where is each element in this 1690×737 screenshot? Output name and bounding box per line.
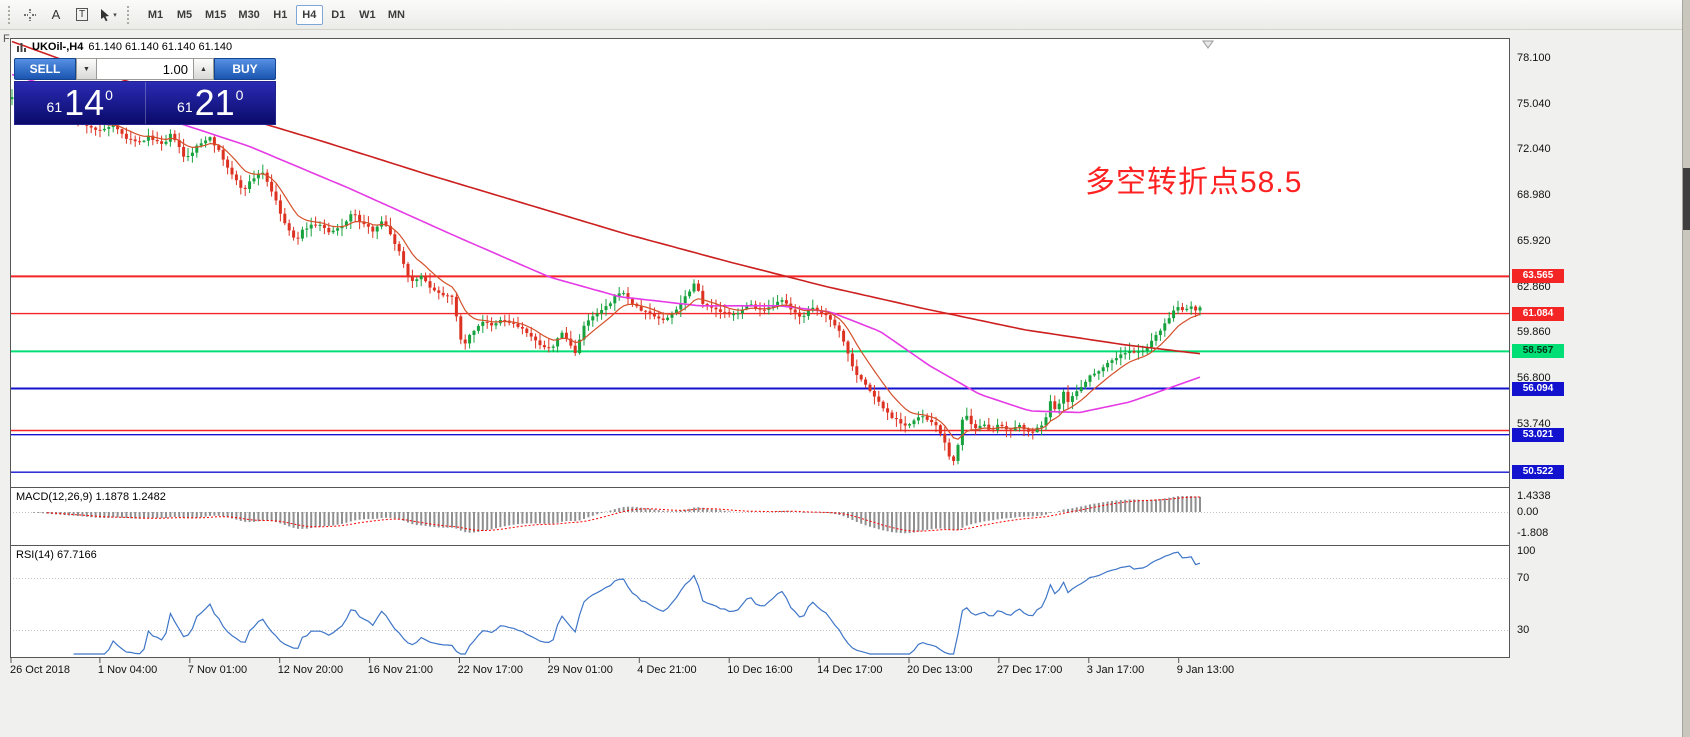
time-axis-label: 29 Nov 01:00: [547, 664, 613, 676]
time-axis-label: 22 Nov 17:00: [457, 664, 523, 676]
arrow-tool-button[interactable]: ▾: [96, 4, 120, 26]
price-axis-label: 78.100: [1517, 52, 1551, 64]
rsi-axis-label: 30: [1517, 624, 1530, 636]
toolbar-grip[interactable]: [126, 4, 131, 25]
chart-symbol-period: UKOil-,H4: [32, 41, 84, 53]
price-level-tag: 58.567: [1512, 344, 1564, 359]
price-axis-label: 56.800: [1517, 371, 1551, 384]
price-level-tag: 56.094: [1512, 381, 1564, 396]
time-axis-label: 9 Jan 13:00: [1176, 664, 1235, 676]
time-axis-label: 20 Dec 13:00: [907, 664, 973, 676]
chevron-down-icon: ▾: [113, 11, 117, 19]
timeframe-button-m15[interactable]: M15: [205, 8, 227, 21]
crosshair-icon: [24, 8, 36, 21]
time-axis-label: 7 Nov 01:00: [187, 664, 248, 676]
panel-frame: [10, 38, 1510, 658]
ma-mid-line: [11, 73, 1201, 414]
timeframe-button-m30[interactable]: M30: [238, 8, 260, 21]
ask-big-digits: 21: [194, 82, 235, 123]
timeframe-button-w1[interactable]: W1: [359, 8, 376, 21]
text-label-icon: T: [75, 8, 89, 21]
chart-area: [10, 38, 1510, 663]
ask-prefix: 61: [177, 99, 193, 115]
ask-price: 61 21 0: [146, 82, 276, 124]
macd-axis-label: 0.00: [1517, 506, 1539, 518]
time-axis: 26 Oct 2018 1 Nov 04:00 7 Nov 01:00 12 Nov …: [10, 664, 1530, 680]
price-level-tag: 53.021: [1512, 427, 1564, 442]
chart-canvas[interactable]: [10, 38, 1510, 664]
time-axis-label: 3 Jan 17:00: [1086, 664, 1145, 676]
macd-histogram: [33, 496, 1201, 534]
time-axis-label: 16 Nov 21:00: [367, 664, 434, 676]
timeframe-button-mn[interactable]: MN: [387, 8, 405, 21]
price-level-tag: 63.565: [1512, 269, 1564, 284]
bid-big-digits: 14: [64, 82, 105, 123]
timeframe-button-d1[interactable]: D1: [331, 8, 346, 21]
chart-shift-marker: [1202, 40, 1214, 49]
macd-axis-label: 1.4338: [1517, 489, 1551, 502]
price-level-tag: 50.522: [1512, 465, 1564, 480]
chevron-down-icon: ▼: [83, 65, 90, 73]
price-axis: 78.100 75.040 72.040 68.980 65.920 62.860 59.8…: [1511, 38, 1591, 678]
time-axis-ticks: [10, 658, 1180, 663]
price-axis-label: 65.920: [1517, 234, 1551, 247]
timeframe-toolbar: M1 M5 M15 M30 H1 H4 D1 W1 MN: [141, 4, 411, 25]
time-axis-label: 12 Nov 20:00: [277, 664, 344, 676]
chart-ohlc: 61.140 61.140 61.140 61.140: [88, 41, 233, 53]
quote-panel: 61 14 0 61 21 0: [14, 81, 276, 125]
price-axis-label: 72.040: [1517, 143, 1551, 156]
timeframe-button-m5[interactable]: M5: [176, 8, 193, 21]
ma-fast-line: [33, 99, 1201, 440]
timeframe-button-h1[interactable]: H1: [273, 8, 288, 21]
rsi-axis-label: 100: [1517, 545, 1536, 557]
macd-label: MACD(12,26,9) 1.1878 1.2482: [16, 491, 166, 503]
dock-label: F: [3, 33, 10, 45]
rsi-line: [73, 551, 1201, 655]
chart-title: UKOil-,H4 61.140 61.140 61.140 61.140: [16, 41, 232, 53]
time-axis-label: 10 Dec 16:00: [727, 664, 793, 676]
macd-signal-line: [47, 496, 1200, 532]
scrollbar-thumb[interactable]: [1683, 168, 1690, 230]
time-axis-label: 27 Dec 17:00: [996, 664, 1063, 676]
toolbar-grip[interactable]: [7, 4, 12, 25]
volume-input[interactable]: [97, 58, 193, 80]
crosshair-tool-button[interactable]: [18, 4, 42, 26]
one-click-trading-panel: SELL ▼ ▲ BUY 61 14 0 61 21 0: [14, 58, 276, 125]
sell-button[interactable]: SELL: [14, 58, 76, 80]
chevron-up-icon: ▲: [200, 65, 207, 73]
price-axis-label: 68.980: [1517, 188, 1551, 201]
bid-prefix: 61: [46, 99, 63, 115]
level-lines: [10, 275, 1510, 473]
time-axis-label: 14 Dec 17:00: [817, 664, 883, 676]
timeframe-button-m1[interactable]: M1: [147, 8, 164, 21]
timeframe-button-h4[interactable]: H4: [295, 4, 323, 25]
price-axis-label: 62.860: [1517, 280, 1551, 293]
chart-icon: [17, 42, 26, 52]
bid-pipette: 0: [105, 87, 113, 103]
chart-annotation: 多空转折点58.5: [1085, 166, 1303, 199]
time-axis-label: 26 Oct 2018: [10, 664, 70, 676]
price-axis-label: 59.860: [1517, 325, 1551, 338]
top-toolbar: A T ▾ M1 M5 M15 M30 H1 H4 D1 W1 MN: [0, 0, 1690, 30]
cursor-icon: [101, 8, 110, 21]
vertical-scrollbar[interactable]: [1682, 0, 1690, 737]
volume-decrease-button[interactable]: ▼: [76, 58, 97, 80]
rsi-label: RSI(14) 67.7166: [16, 549, 97, 561]
macd-axis-label: -1.808: [1517, 526, 1549, 539]
price-axis-label: 75.040: [1517, 97, 1551, 110]
text-label-tool-button[interactable]: T: [70, 4, 94, 26]
buy-button[interactable]: BUY: [214, 58, 276, 80]
time-axis-label: 1 Nov 04:00: [97, 664, 158, 676]
price-axis-label: 53.740: [1517, 417, 1551, 430]
text-tool-button[interactable]: A: [51, 7, 61, 22]
volume-increase-button[interactable]: ▲: [193, 58, 214, 80]
grid-helper-lines: [10, 512, 1510, 631]
time-axis-label: 4 Dec 21:00: [637, 664, 697, 676]
bid-price: 61 14 0: [15, 82, 146, 124]
price-level-tag: 61.084: [1512, 306, 1564, 321]
ask-pipette: 0: [235, 87, 244, 103]
rsi-axis-label: 70: [1517, 572, 1530, 584]
